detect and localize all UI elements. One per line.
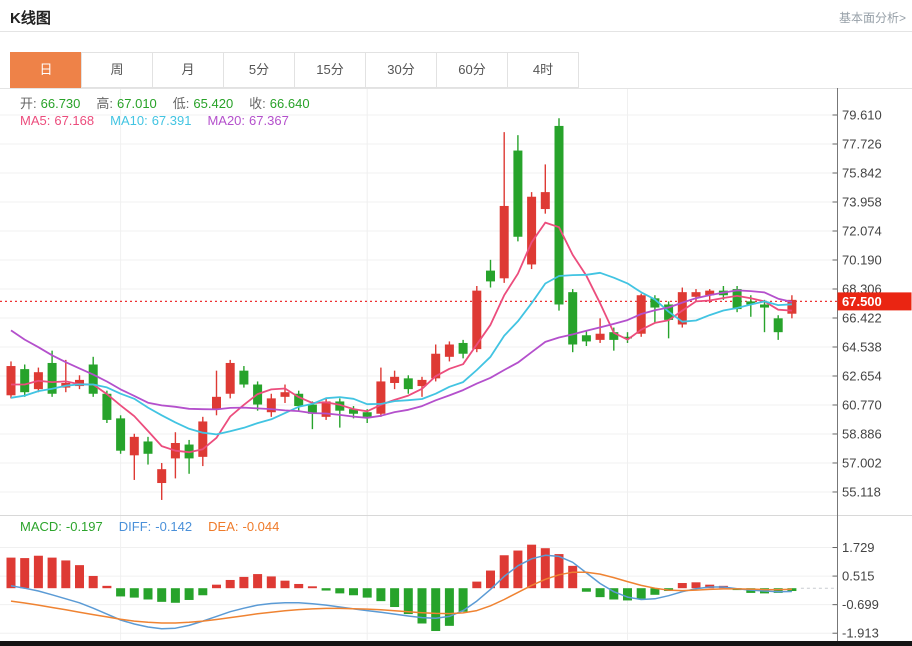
ma20-label: MA20: xyxy=(207,113,246,128)
ma-readout: MA5: 67.168 MA10: 67.391 MA20: 67.367 xyxy=(20,113,305,128)
price-tick-label: 73.958 xyxy=(842,194,882,209)
ohlc-open-value: 66.730 xyxy=(40,96,81,111)
price-tick-label: 75.842 xyxy=(842,165,882,180)
ohlc-low-value: 65.420 xyxy=(193,96,234,111)
diff-label: DIFF: xyxy=(118,519,152,534)
tab-15min[interactable]: 15分 xyxy=(294,52,366,88)
ohlc-close-value: 66.640 xyxy=(269,96,310,111)
tab-day[interactable]: 日 xyxy=(10,52,82,88)
price-tick-label: 70.190 xyxy=(842,252,882,267)
current-price-tag: 67.500 xyxy=(842,294,882,309)
price-tick-label: 79.610 xyxy=(842,108,882,123)
price-tick-label: 55.118 xyxy=(842,484,881,499)
price-tick-label: 77.726 xyxy=(842,136,882,151)
price-tick-label: 66.422 xyxy=(842,310,882,325)
tab-month[interactable]: 月 xyxy=(152,52,224,88)
macd-readout: MACD: -0.197 DIFF: -0.142 DEA: -0.044 xyxy=(20,519,295,534)
interval-tab-bar: 日周月 5分 15分 30分 60分 4时 xyxy=(10,52,579,88)
chart-canvas: 79.61077.72675.84273.95872.07470.19068.3… xyxy=(0,88,912,641)
price-tick-label: 60.770 xyxy=(842,397,882,412)
page-title: K线图 xyxy=(10,10,51,27)
macd-label: MACD: xyxy=(20,519,62,534)
page-header: K线图 基本面分析> xyxy=(0,0,912,32)
price-tick-label: 57.002 xyxy=(842,455,882,470)
price-tick-label: 72.074 xyxy=(842,223,882,238)
tab-5min[interactable]: 5分 xyxy=(223,52,295,88)
macd-tick-label: -0.699 xyxy=(842,597,879,612)
macd-plot-area[interactable] xyxy=(0,516,837,641)
macd-tick-label: 0.515 xyxy=(842,569,875,584)
ohlc-open-label: 开: xyxy=(20,96,37,111)
macd-value: -0.197 xyxy=(65,519,103,534)
ma20-value: 67.367 xyxy=(249,113,289,128)
price-tick-label: 58.886 xyxy=(842,426,882,441)
ma5-value: 67.168 xyxy=(54,113,95,128)
ma10-line xyxy=(10,271,792,436)
diff-value: -0.142 xyxy=(155,519,193,534)
main-chart-plot-area[interactable] xyxy=(0,88,837,515)
diff-line xyxy=(10,554,792,630)
dea-value: -0.044 xyxy=(242,519,280,534)
ma5-label: MA5: xyxy=(20,113,51,128)
macd-tick-label: -1.913 xyxy=(842,626,879,641)
ma10-label: MA10: xyxy=(110,113,148,128)
ma5-line xyxy=(11,221,792,454)
ohlc-high-value: 67.010 xyxy=(117,96,157,111)
tab-30min[interactable]: 30分 xyxy=(365,52,437,88)
chart-bottom-border xyxy=(0,641,912,646)
tab-60min[interactable]: 60分 xyxy=(436,52,508,88)
fundamental-analysis-link[interactable]: 基本面分析> xyxy=(838,11,906,25)
dea-line xyxy=(10,571,792,624)
price-tick-label: 62.654 xyxy=(842,368,882,383)
ohlc-high-label: 高: xyxy=(96,96,114,111)
tab-4hours[interactable]: 4时 xyxy=(507,52,579,88)
dea-label: DEA: xyxy=(208,519,239,534)
ma10-value: 67.391 xyxy=(151,113,192,128)
ohlc-close-label: 收: xyxy=(249,96,266,111)
ohlc-low-label: 低: xyxy=(172,96,190,111)
macd-tick-label: 1.729 xyxy=(842,540,875,555)
tab-week[interactable]: 周 xyxy=(81,52,153,88)
price-tick-label: 64.538 xyxy=(842,339,882,354)
ma20-line xyxy=(10,289,793,419)
ohlc-readout: 开: 66.730 高: 67.010 低: 65.420 收: 66.640 xyxy=(20,93,326,112)
